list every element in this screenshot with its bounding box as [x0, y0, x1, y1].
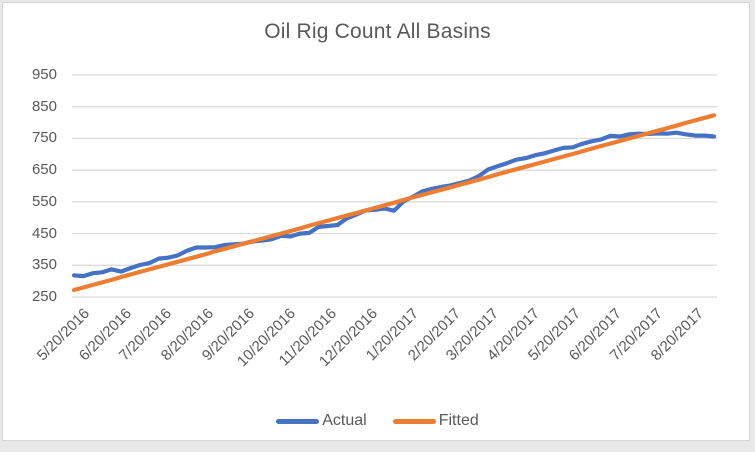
y-tick-label-350: 350 — [31, 256, 57, 274]
actual-line-swatch-icon — [276, 418, 320, 424]
y-tick-label-750: 750 — [31, 129, 57, 147]
y-tick-label-450: 450 — [31, 224, 57, 242]
y-tick-label-950: 950 — [31, 66, 57, 83]
fitted-line-series[interactable] — [71, 113, 717, 293]
legend-item-actual[interactable]: Actual — [276, 412, 367, 430]
legend: Actual Fitted — [0, 409, 755, 433]
y-tick-label-650: 650 — [31, 161, 57, 179]
actual-line-series[interactable] — [71, 130, 717, 279]
chart-title: Oil Rig Count All Basins — [264, 20, 491, 43]
legend-label-actual: Actual — [322, 412, 367, 429]
y-tick-label-850: 850 — [31, 97, 57, 115]
legend-label-fitted: Fitted — [438, 412, 479, 429]
y-tick-label-550: 550 — [31, 192, 57, 210]
y-tick-label-250: 250 — [31, 288, 57, 305]
fitted-line-swatch-icon — [392, 418, 436, 424]
legend-item-fitted[interactable]: Fitted — [392, 412, 479, 430]
